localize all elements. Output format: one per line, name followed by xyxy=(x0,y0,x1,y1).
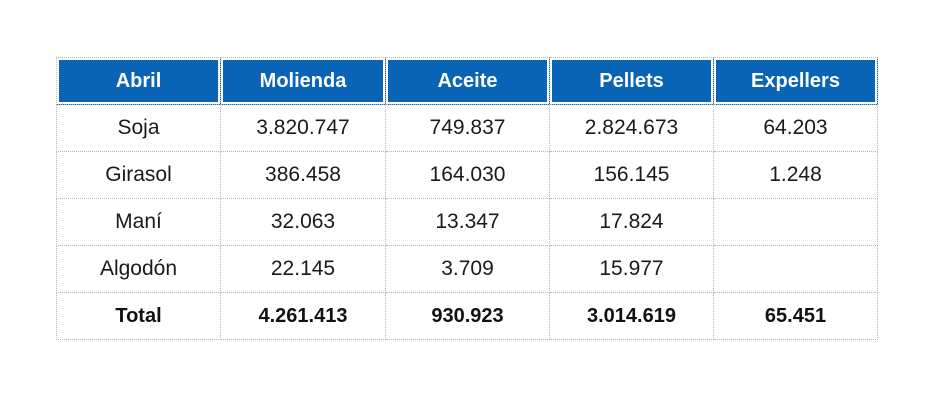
cell-expellers xyxy=(713,245,878,293)
cell-expellers: 64.203 xyxy=(713,104,878,152)
header-expellers: Expellers xyxy=(713,57,878,105)
cell-aceite: 13.347 xyxy=(385,198,550,246)
cell-aceite: 3.709 xyxy=(385,245,550,293)
cell-molienda: 22.145 xyxy=(220,245,386,293)
table-row: Maní 32.063 13.347 17.824 xyxy=(56,198,878,246)
cell-pellets: 156.145 xyxy=(549,151,714,199)
row-label: Algodón xyxy=(56,245,221,293)
header-month: Abril xyxy=(56,57,221,105)
total-expellers: 65.451 xyxy=(713,292,878,340)
cell-aceite: 749.837 xyxy=(385,104,550,152)
cell-expellers xyxy=(713,198,878,246)
table-row: Algodón 22.145 3.709 15.977 xyxy=(56,245,878,293)
table-row: Soja 3.820.747 749.837 2.824.673 64.203 xyxy=(56,104,878,152)
total-row: Total 4.261.413 930.923 3.014.619 65.451 xyxy=(56,292,878,340)
row-label: Maní xyxy=(56,198,221,246)
cell-pellets: 15.977 xyxy=(549,245,714,293)
cell-molienda: 386.458 xyxy=(220,151,386,199)
cell-molienda: 32.063 xyxy=(220,198,386,246)
crushing-table-container: Abril Molienda Aceite Pellets Expellers … xyxy=(56,57,878,340)
cell-pellets: 2.824.673 xyxy=(549,104,714,152)
header-aceite: Aceite xyxy=(385,57,550,105)
cell-pellets: 17.824 xyxy=(549,198,714,246)
row-label: Girasol xyxy=(56,151,221,199)
table-header-row: Abril Molienda Aceite Pellets Expellers xyxy=(56,57,878,105)
cell-molienda: 3.820.747 xyxy=(220,104,386,152)
total-molienda: 4.261.413 xyxy=(220,292,386,340)
header-pellets: Pellets xyxy=(549,57,714,105)
total-aceite: 930.923 xyxy=(385,292,550,340)
cell-aceite: 164.030 xyxy=(385,151,550,199)
total-label: Total xyxy=(56,292,221,340)
header-molienda: Molienda xyxy=(220,57,386,105)
cell-expellers: 1.248 xyxy=(713,151,878,199)
crushing-table: Abril Molienda Aceite Pellets Expellers … xyxy=(56,57,878,340)
total-pellets: 3.014.619 xyxy=(549,292,714,340)
row-label: Soja xyxy=(56,104,221,152)
table-row: Girasol 386.458 164.030 156.145 1.248 xyxy=(56,151,878,199)
